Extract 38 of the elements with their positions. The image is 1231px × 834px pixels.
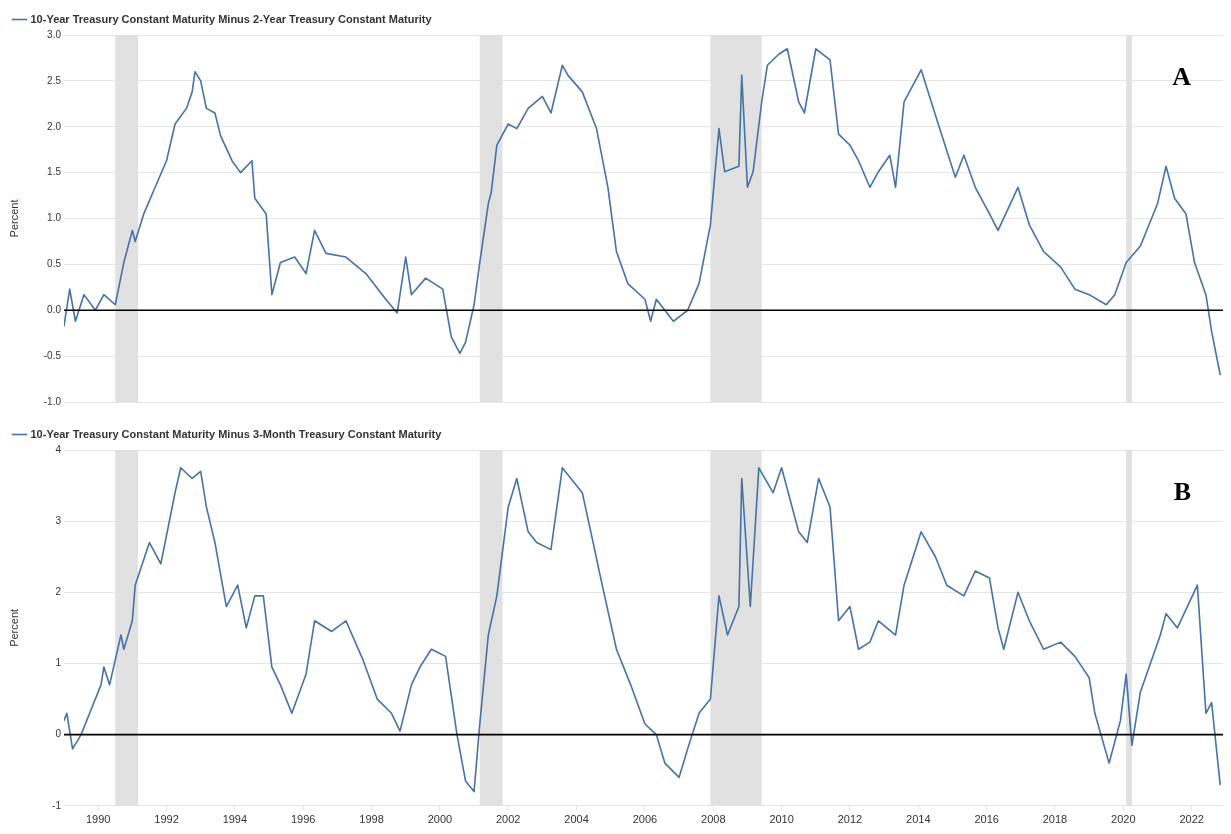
- legend-label: 10-Year Treasury Constant Maturity Minus 2-Year Treasury Constant Maturity: [30, 12, 433, 25]
- y-tick-label: 2.0: [47, 120, 62, 132]
- y-tick-label: -1: [52, 799, 62, 811]
- x-tick-label: 1998: [359, 813, 384, 826]
- x-tick-label: 1996: [290, 813, 316, 826]
- y-axis-title: Percent: [7, 608, 20, 647]
- x-tick-label: 1990: [85, 813, 111, 826]
- y-tick-label: -1.0: [43, 395, 62, 407]
- y-tick-label: 1.0: [47, 212, 62, 224]
- y-tick-label: 0: [55, 728, 62, 740]
- y-tick-label: 2.5: [47, 74, 62, 86]
- x-tick-label: 2012: [837, 813, 863, 826]
- x-tick-label: 1994: [222, 813, 248, 826]
- y-tick-label: 3.0: [47, 28, 62, 40]
- x-tick-label: 2022: [1179, 813, 1204, 826]
- y-tick-label: 0.0: [47, 304, 62, 315]
- annotation: A: [1172, 61, 1192, 91]
- x-tick-label: 2014: [906, 813, 931, 826]
- y-tick-label: 4: [55, 443, 62, 455]
- x-tick-label: 2018: [1042, 813, 1068, 826]
- y-axis-title: Percent: [7, 199, 20, 238]
- y-tick-label: 1.5: [47, 166, 62, 178]
- x-tick-label: 2002: [495, 813, 521, 826]
- y-tick-label: -0.5: [43, 349, 62, 361]
- x-tick-label: 2010: [769, 813, 794, 826]
- y-tick-label: 3: [55, 514, 62, 526]
- y-tick-label: 0.5: [47, 258, 62, 270]
- y-tick-label: 1: [55, 657, 62, 669]
- annotation: B: [1173, 476, 1191, 506]
- x-tick-label: 2000: [427, 813, 453, 826]
- x-tick-label: 1992: [154, 813, 179, 826]
- x-tick-label: 2016: [974, 813, 999, 826]
- y-tick-label: 2: [55, 586, 62, 598]
- legend-label: 10-Year Treasury Constant Maturity Minus 3-Month Treasury Constant Maturity: [30, 427, 443, 440]
- x-tick-label: 2008: [701, 813, 726, 826]
- x-tick-label: 2004: [564, 813, 589, 826]
- x-tick-label: 2020: [1111, 813, 1136, 826]
- x-tick-label: 2006: [632, 813, 658, 826]
